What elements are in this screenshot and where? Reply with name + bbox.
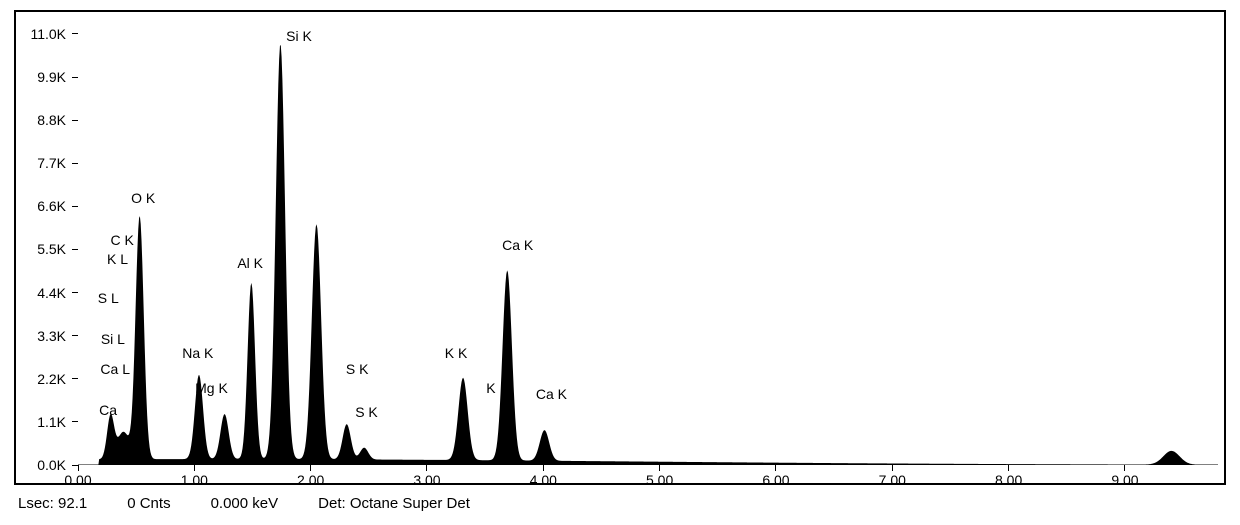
peak-label: S K bbox=[346, 361, 369, 377]
y-tick-label: 7.7K bbox=[37, 155, 66, 171]
x-tick bbox=[426, 465, 427, 471]
peak-label: S L bbox=[98, 290, 119, 306]
peak-label: Ca K bbox=[536, 386, 567, 402]
status-item: Lsec: 92.1 bbox=[18, 495, 87, 512]
plot-frame: 0.0K 1.1K 2.2K 3.3K 4.4K 5.5K 6.6K 7.7K 8.8K 9.9K… bbox=[14, 10, 1226, 485]
y-tick bbox=[72, 33, 78, 34]
eds-spectrum bbox=[78, 30, 1218, 465]
x-tick-label: 2.00 bbox=[297, 472, 324, 488]
x-tick bbox=[659, 465, 660, 471]
y-tick-label: 2.2K bbox=[37, 371, 66, 387]
y-tick bbox=[72, 163, 78, 164]
peak-label: Ca L bbox=[100, 361, 130, 377]
peak-label: Si K bbox=[286, 28, 312, 44]
peak-label: Na K bbox=[182, 345, 213, 361]
x-tick bbox=[892, 465, 893, 471]
y-tick bbox=[72, 378, 78, 379]
peak-label: Mg K bbox=[195, 380, 228, 396]
y-tick-label: 3.3K bbox=[37, 328, 66, 344]
y-tick bbox=[72, 77, 78, 78]
peak-label: K K bbox=[445, 345, 468, 361]
peak-label: K L bbox=[107, 251, 128, 267]
y-tick bbox=[72, 249, 78, 250]
x-tick-label: 5.00 bbox=[646, 472, 673, 488]
y-tick-label: 11.0K bbox=[30, 26, 66, 42]
x-tick bbox=[194, 465, 195, 471]
x-tick-label: 7.00 bbox=[879, 472, 906, 488]
y-tick-label: 0.0K bbox=[37, 457, 66, 473]
x-tick bbox=[543, 465, 544, 471]
x-tick-label: 4.00 bbox=[530, 472, 557, 488]
x-tick bbox=[310, 465, 311, 471]
status-bar: Lsec: 92.1 0 Cnts 0.000 keV Det: Octane Sup… bbox=[18, 495, 510, 512]
y-tick bbox=[72, 206, 78, 207]
peak-label: O K bbox=[131, 190, 155, 206]
peak-label: Ca bbox=[99, 402, 117, 418]
x-tick-label: 1.00 bbox=[181, 472, 208, 488]
x-tick bbox=[1008, 465, 1009, 471]
y-tick bbox=[72, 421, 78, 422]
x-tick bbox=[78, 465, 79, 471]
peak-label: S K bbox=[355, 404, 378, 420]
peak-label: C K bbox=[111, 232, 134, 248]
y-tick-label: 1.1K bbox=[37, 414, 66, 430]
x-tick-label: 6.00 bbox=[762, 472, 789, 488]
x-tick-label: 8.00 bbox=[995, 472, 1022, 488]
status-item: 0.000 keV bbox=[211, 495, 279, 512]
y-tick-label: 5.5K bbox=[37, 241, 66, 257]
plot-area bbox=[78, 30, 1218, 465]
x-tick bbox=[1124, 465, 1125, 471]
x-tick bbox=[775, 465, 776, 471]
y-tick bbox=[72, 292, 78, 293]
y-tick-label: 9.9K bbox=[37, 69, 66, 85]
y-tick bbox=[72, 120, 78, 121]
y-tick-label: 8.8K bbox=[37, 112, 66, 128]
peak-label: Ca K bbox=[502, 237, 533, 253]
peak-label: Si L bbox=[101, 331, 125, 347]
peak-label: K bbox=[486, 380, 495, 396]
y-tick bbox=[72, 335, 78, 336]
status-item: Det: Octane Super Det bbox=[318, 495, 470, 512]
x-tick-label: 3.00 bbox=[413, 472, 440, 488]
status-item: 0 Cnts bbox=[127, 495, 170, 512]
x-tick-label: 0.00 bbox=[64, 472, 91, 488]
y-tick-label: 4.4K bbox=[37, 285, 66, 301]
peak-label: Al K bbox=[237, 255, 263, 271]
y-tick-label: 6.6K bbox=[37, 198, 66, 214]
x-tick-label: 9.00 bbox=[1111, 472, 1138, 488]
